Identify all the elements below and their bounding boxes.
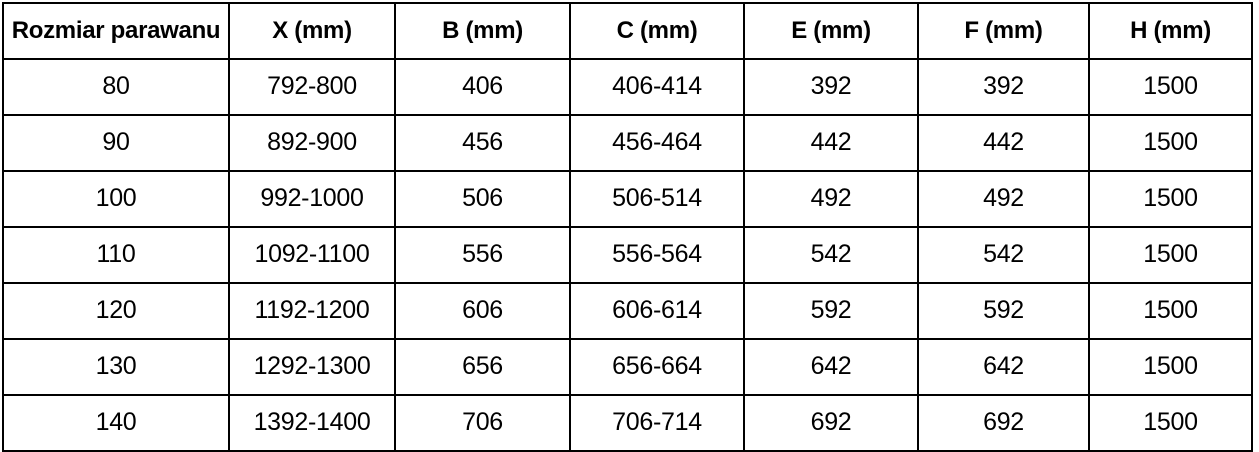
cell-rozmiar-parawanu: 80 xyxy=(2,58,230,116)
cell-x: 1392-1400 xyxy=(228,394,396,452)
column-header-x: X (mm) xyxy=(228,2,396,60)
table-row: 140 1392-1400 706 706-714 692 692 1500 xyxy=(2,394,1253,452)
cell-x: 892-900 xyxy=(228,114,396,172)
cell-c: 506-514 xyxy=(569,170,745,228)
cell-f: 592 xyxy=(917,282,1090,340)
cell-b: 456 xyxy=(394,114,571,172)
cell-b: 706 xyxy=(394,394,571,452)
cell-e: 642 xyxy=(743,338,919,396)
cell-f: 392 xyxy=(917,58,1090,116)
column-header-b: B (mm) xyxy=(394,2,571,60)
column-header-c: C (mm) xyxy=(569,2,745,60)
cell-x: 792-800 xyxy=(228,58,396,116)
cell-f: 492 xyxy=(917,170,1090,228)
table-header-row: Rozmiar parawanu X (mm) B (mm) C (mm) E … xyxy=(2,2,1253,60)
table-header: Rozmiar parawanu X (mm) B (mm) C (mm) E … xyxy=(2,2,1253,60)
cell-x: 992-1000 xyxy=(228,170,396,228)
table-row: 130 1292-1300 656 656-664 642 642 1500 xyxy=(2,338,1253,396)
column-header-e: E (mm) xyxy=(743,2,919,60)
cell-f: 542 xyxy=(917,226,1090,284)
cell-rozmiar-parawanu: 140 xyxy=(2,394,230,452)
table-row: 100 992-1000 506 506-514 492 492 1500 xyxy=(2,170,1253,228)
table-body: 80 792-800 406 406-414 392 392 1500 90 8… xyxy=(2,58,1253,452)
cell-x: 1092-1100 xyxy=(228,226,396,284)
cell-e: 592 xyxy=(743,282,919,340)
cell-f: 442 xyxy=(917,114,1090,172)
cell-e: 542 xyxy=(743,226,919,284)
cell-h: 1500 xyxy=(1088,58,1253,116)
cell-h: 1500 xyxy=(1088,338,1253,396)
cell-f: 642 xyxy=(917,338,1090,396)
cell-e: 392 xyxy=(743,58,919,116)
table-row: 120 1192-1200 606 606-614 592 592 1500 xyxy=(2,282,1253,340)
cell-x: 1192-1200 xyxy=(228,282,396,340)
cell-rozmiar-parawanu: 110 xyxy=(2,226,230,284)
cell-b: 656 xyxy=(394,338,571,396)
cell-e: 442 xyxy=(743,114,919,172)
cell-h: 1500 xyxy=(1088,282,1253,340)
cell-rozmiar-parawanu: 130 xyxy=(2,338,230,396)
cell-f: 692 xyxy=(917,394,1090,452)
cell-e: 492 xyxy=(743,170,919,228)
table-row: 80 792-800 406 406-414 392 392 1500 xyxy=(2,58,1253,116)
cell-c: 556-564 xyxy=(569,226,745,284)
column-header-h: H (mm) xyxy=(1088,2,1253,60)
cell-c: 606-614 xyxy=(569,282,745,340)
column-header-rozmiar-parawanu: Rozmiar parawanu xyxy=(2,2,230,60)
table-row: 90 892-900 456 456-464 442 442 1500 xyxy=(2,114,1253,172)
cell-x: 1292-1300 xyxy=(228,338,396,396)
cell-b: 506 xyxy=(394,170,571,228)
cell-e: 692 xyxy=(743,394,919,452)
table-row: 110 1092-1100 556 556-564 542 542 1500 xyxy=(2,226,1253,284)
cell-c: 456-464 xyxy=(569,114,745,172)
cell-c: 656-664 xyxy=(569,338,745,396)
column-header-f: F (mm) xyxy=(917,2,1090,60)
cell-b: 556 xyxy=(394,226,571,284)
cell-c: 706-714 xyxy=(569,394,745,452)
cell-h: 1500 xyxy=(1088,394,1253,452)
cell-b: 606 xyxy=(394,282,571,340)
cell-rozmiar-parawanu: 100 xyxy=(2,170,230,228)
cell-c: 406-414 xyxy=(569,58,745,116)
cell-h: 1500 xyxy=(1088,226,1253,284)
cell-h: 1500 xyxy=(1088,170,1253,228)
cell-rozmiar-parawanu: 90 xyxy=(2,114,230,172)
cell-b: 406 xyxy=(394,58,571,116)
cell-h: 1500 xyxy=(1088,114,1253,172)
cell-rozmiar-parawanu: 120 xyxy=(2,282,230,340)
